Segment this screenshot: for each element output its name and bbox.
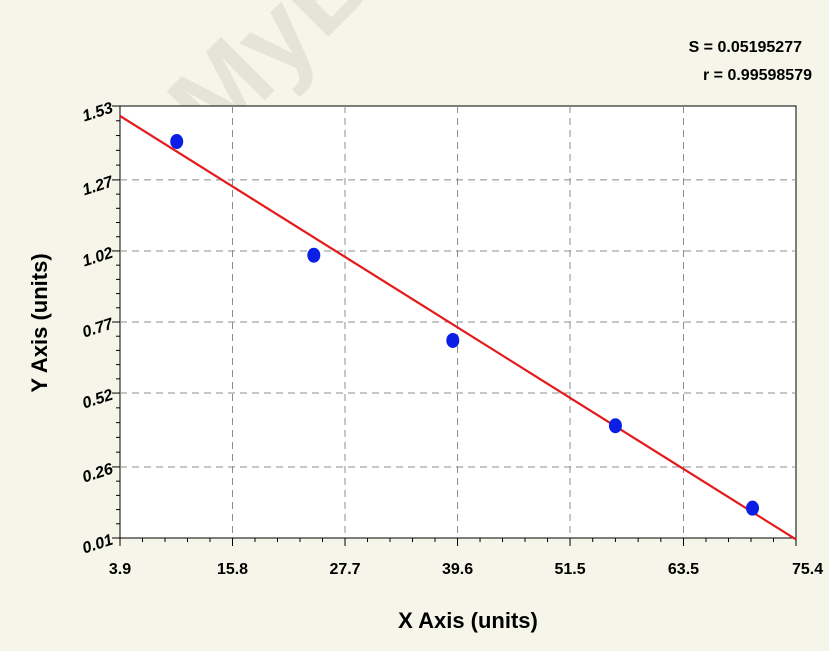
data-point: [608, 418, 622, 434]
data-point: [307, 247, 321, 263]
data-point: [170, 134, 184, 150]
y-axis-ticks: 0.01 0.26 0.52 0.77 1.02 1.27 1.53: [80, 100, 120, 558]
x-tick-label: 75.4: [792, 561, 823, 578]
x-tick-label: 51.5: [554, 561, 585, 578]
y-tick-label: 0.52: [80, 387, 115, 413]
stat-s: S = 0.05195277: [689, 39, 803, 56]
minor-ticks: [116, 120, 774, 542]
x-tick-label: 15.8: [217, 561, 248, 578]
data-points: [170, 134, 760, 516]
y-tick-label: 1.27: [80, 173, 116, 199]
x-tick-label: 39.6: [442, 561, 473, 578]
x-axis-ticks: 3.9 15.8 27.7 39.6 51.5 63.5 75.4: [109, 538, 823, 578]
x-axis-title: X Axis (units): [398, 608, 538, 633]
y-tick-label: 0.77: [80, 315, 116, 341]
fit-line: [119, 115, 797, 541]
stat-r: r = 0.99598579: [703, 67, 812, 84]
y-tick-label: 1.02: [80, 245, 115, 271]
x-tick-label: 63.5: [668, 561, 699, 578]
data-point: [446, 332, 460, 348]
y-tick-label: 0.01: [80, 532, 115, 558]
y-tick-label: 0.26: [80, 461, 115, 487]
data-point: [746, 500, 760, 516]
grid-lines: [120, 106, 796, 538]
y-tick-label: 1.53: [80, 100, 115, 126]
y-axis-title: Y Axis (units): [27, 253, 52, 392]
x-tick-label: 3.9: [109, 561, 131, 578]
x-tick-label: 27.7: [329, 561, 360, 578]
